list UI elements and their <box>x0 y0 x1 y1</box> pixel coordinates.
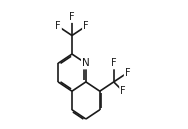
Text: F: F <box>111 58 117 68</box>
Text: F: F <box>125 68 130 78</box>
Text: F: F <box>55 21 61 31</box>
Text: F: F <box>111 58 117 68</box>
Text: F: F <box>69 12 75 22</box>
Text: N: N <box>82 58 90 68</box>
Text: F: F <box>69 12 75 22</box>
Text: N: N <box>82 58 90 68</box>
Text: F: F <box>120 86 126 96</box>
Text: F: F <box>83 21 89 31</box>
Text: F: F <box>120 86 126 96</box>
Text: F: F <box>55 21 61 31</box>
Text: F: F <box>83 21 89 31</box>
Text: F: F <box>125 68 130 78</box>
